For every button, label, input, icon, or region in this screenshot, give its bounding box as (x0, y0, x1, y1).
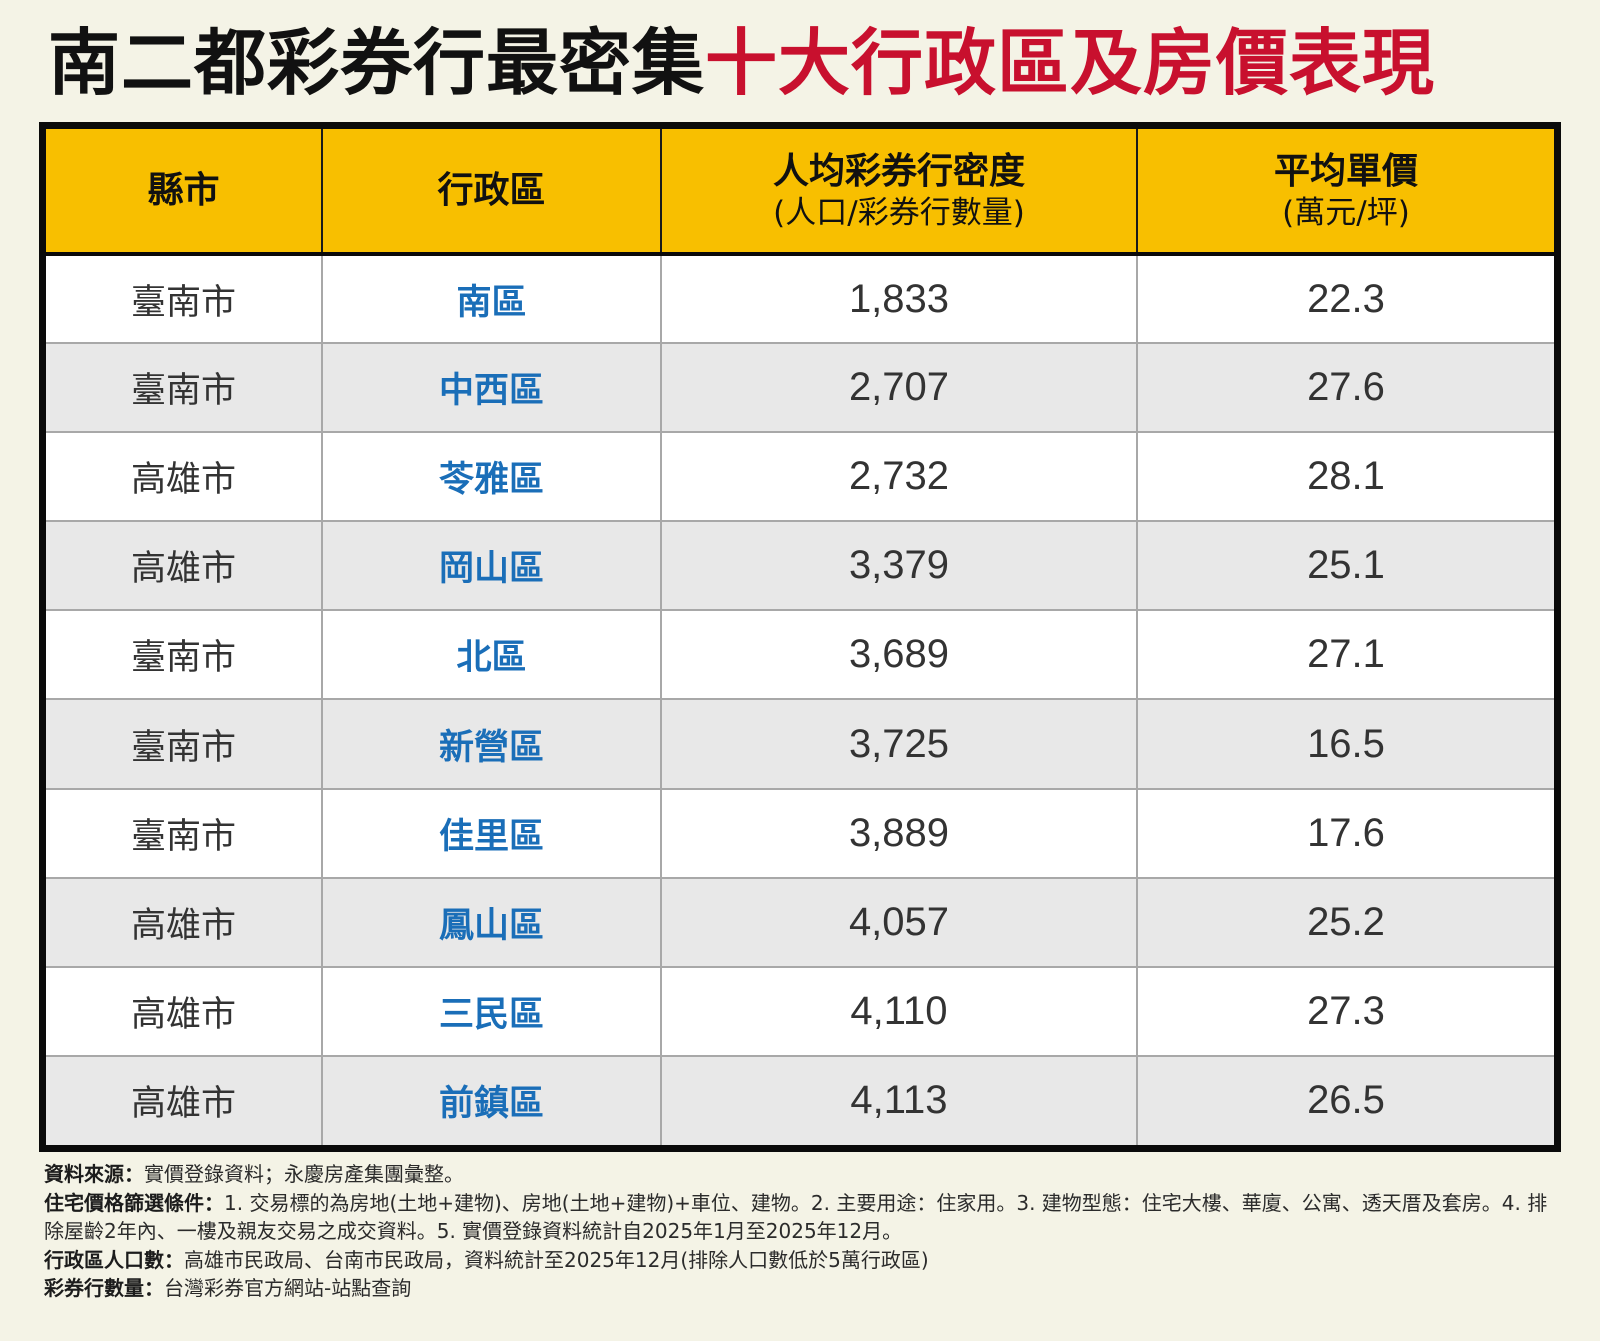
cell-city: 臺南市 (46, 254, 323, 345)
cell-city: 高雄市 (46, 521, 323, 612)
cell-district: 南區 (322, 254, 662, 345)
table-row: 高雄市 前鎮區 4,113 26.5 (46, 1055, 1554, 1145)
table-row: 臺南市 南區 1,833 22.3 (46, 254, 1554, 345)
cell-density: 4,057 (661, 877, 1138, 968)
cell-district: 前鎮區 (322, 1055, 662, 1145)
footnote-text: 實價登錄資料；永慶房產集團彙整。 (144, 1162, 464, 1186)
table-row: 臺南市 中西區 2,707 27.6 (46, 343, 1554, 434)
cell-price: 27.6 (1137, 343, 1554, 434)
cell-district: 岡山區 (322, 521, 662, 612)
cell-price: 22.3 (1137, 254, 1554, 345)
cell-density: 3,379 (661, 521, 1138, 612)
footnote-label: 彩券行數量： (44, 1276, 164, 1300)
cell-price: 25.2 (1137, 877, 1554, 968)
page-title: 南二都彩券行最密集十大行政區及房價表現 (48, 18, 1435, 108)
cell-district: 鳳山區 (322, 877, 662, 968)
cell-price: 27.1 (1137, 610, 1554, 701)
footnote-label: 資料來源： (44, 1162, 144, 1186)
column-header-density: 人均彩券行密度 (人口/彩券行數量) (661, 129, 1138, 256)
footnote-text: 高雄市民政局、台南市民政局，資料統計至2025年12月(排除人口數低於5萬行政區… (184, 1247, 929, 1272)
footnote-lottery-count: 彩券行數量：台灣彩券官方網站-站點查詢 (44, 1274, 1564, 1303)
cell-district: 苓雅區 (322, 432, 662, 523)
cell-density: 1,833 (661, 254, 1138, 345)
cell-district: 佳里區 (322, 788, 662, 879)
cell-price: 26.5 (1137, 1055, 1554, 1145)
cell-city: 高雄市 (46, 877, 323, 968)
footnote-text: 台灣彩券官方網站-站點查詢 (164, 1276, 412, 1300)
table-row: 臺南市 北區 3,689 27.1 (46, 610, 1554, 701)
cell-density: 4,110 (661, 966, 1138, 1057)
cell-district: 北區 (322, 610, 662, 701)
header-sublabel: (人口/彩券行數量) (773, 194, 1025, 231)
cell-density: 2,707 (661, 343, 1138, 434)
table-header-row: 縣市 行政區 人均彩券行密度 (人口/彩券行數量) 平均單價 (萬元/坪) (46, 129, 1554, 256)
table-row: 高雄市 鳳山區 4,057 25.2 (46, 877, 1554, 968)
cell-price: 17.6 (1137, 788, 1554, 879)
table-row: 高雄市 岡山區 3,379 25.1 (46, 521, 1554, 612)
footnote-population: 行政區人口數：高雄市民政局、台南市民政局，資料統計至2025年12月(排除人口數… (44, 1246, 1564, 1275)
cell-city: 臺南市 (46, 788, 323, 879)
cell-density: 3,689 (661, 610, 1138, 701)
footnote-source: 資料來源：實價登錄資料；永慶房產集團彙整。 (44, 1160, 1564, 1189)
cell-district: 新營區 (322, 699, 662, 790)
table-row: 高雄市 苓雅區 2,732 28.1 (46, 432, 1554, 523)
header-label: 人均彩券行密度 (772, 150, 1025, 192)
title-red-part: 十大行政區及房價表現 (705, 21, 1436, 105)
cell-district: 中西區 (322, 343, 662, 434)
table-row: 臺南市 新營區 3,725 16.5 (46, 699, 1554, 790)
cell-district: 三民區 (322, 966, 662, 1057)
header-label: 行政區 (437, 170, 546, 211)
footnote-filter-conditions: 住宅價格篩選條件：1. 交易標的為房地(土地+建物)、房地(土地+建物)+車位、… (44, 1189, 1564, 1246)
cell-city: 高雄市 (46, 432, 323, 523)
cell-density: 3,725 (661, 699, 1138, 790)
title-black-part: 南二都彩券行最密集 (48, 21, 706, 105)
footnote-text: 1. 交易標的為房地(土地+建物)、房地(土地+建物)+車位、建物。2. 主要用… (44, 1190, 1548, 1244)
cell-density: 4,113 (661, 1055, 1138, 1145)
footnotes: 資料來源：實價登錄資料；永慶房產集團彙整。 住宅價格篩選條件：1. 交易標的為房… (44, 1160, 1564, 1303)
table-body: 臺南市 南區 1,833 22.3 臺南市 中西區 2,707 27.6 高雄市… (46, 254, 1554, 1145)
column-header-district: 行政區 (322, 129, 662, 256)
cell-density: 3,889 (661, 788, 1138, 879)
table-row: 高雄市 三民區 4,110 27.3 (46, 966, 1554, 1057)
cell-city: 高雄市 (46, 1055, 323, 1145)
header-sublabel: (萬元/坪) (1282, 194, 1410, 231)
footnote-label: 行政區人口數： (44, 1247, 184, 1272)
column-header-city: 縣市 (46, 129, 323, 256)
cell-price: 25.1 (1137, 521, 1554, 612)
footnote-label: 住宅價格篩選條件： (44, 1190, 224, 1215)
cell-density: 2,732 (661, 432, 1138, 523)
header-label: 縣市 (147, 170, 220, 211)
cell-price: 28.1 (1137, 432, 1554, 523)
district-table: 縣市 行政區 人均彩券行密度 (人口/彩券行數量) 平均單價 (萬元/坪) 臺南… (46, 129, 1554, 1145)
header-label: 平均單價 (1273, 150, 1418, 192)
cell-city: 高雄市 (46, 966, 323, 1057)
cell-price: 27.3 (1137, 966, 1554, 1057)
data-table-container: 縣市 行政區 人均彩券行密度 (人口/彩券行數量) 平均單價 (萬元/坪) 臺南… (39, 122, 1561, 1152)
cell-city: 臺南市 (46, 610, 323, 701)
cell-city: 臺南市 (46, 699, 323, 790)
cell-city: 臺南市 (46, 343, 323, 434)
cell-price: 16.5 (1137, 699, 1554, 790)
column-header-price: 平均單價 (萬元/坪) (1137, 129, 1554, 256)
table-row: 臺南市 佳里區 3,889 17.6 (46, 788, 1554, 879)
